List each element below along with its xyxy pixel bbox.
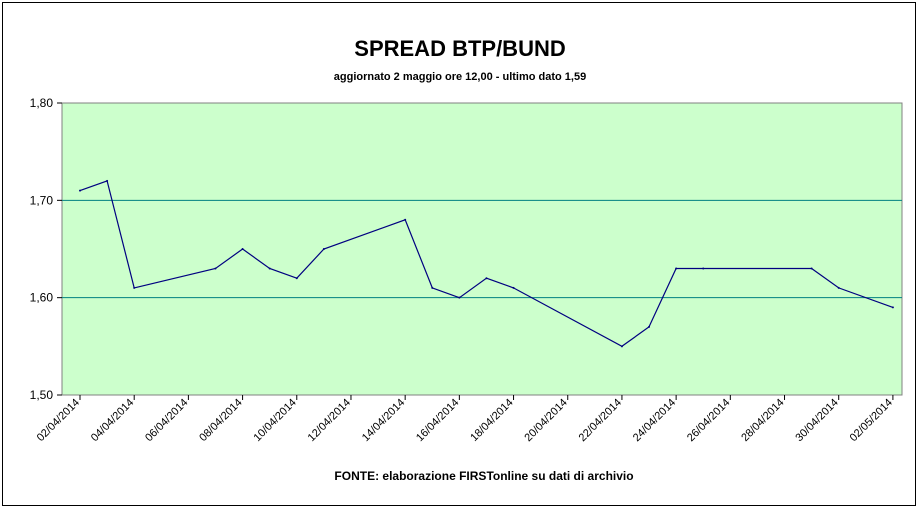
y-axis: 1,50 1,60 1,70 1,80 bbox=[30, 96, 62, 402]
data-point bbox=[458, 296, 461, 299]
x-tick-label: 22/04/2014 bbox=[577, 397, 624, 444]
series bbox=[79, 179, 894, 348]
x-tick-label: 04/04/2014 bbox=[89, 397, 136, 444]
data-point bbox=[268, 267, 271, 270]
x-tick-label: 20/04/2014 bbox=[522, 397, 569, 444]
x-tick-label: 18/04/2014 bbox=[468, 397, 515, 444]
x-tick-label: 12/04/2014 bbox=[306, 397, 353, 444]
data-point bbox=[837, 286, 840, 289]
series-line bbox=[79, 180, 894, 348]
data-point bbox=[79, 189, 81, 192]
x-tick-label: 16/04/2014 bbox=[414, 397, 461, 444]
y-tick-label: 1,80 bbox=[30, 96, 54, 110]
x-tick-label: 30/04/2014 bbox=[793, 397, 840, 444]
data-point bbox=[620, 345, 623, 348]
gridlines bbox=[62, 199, 902, 299]
x-tick-label: 14/04/2014 bbox=[360, 397, 407, 444]
data-point bbox=[404, 218, 407, 221]
data-point bbox=[106, 179, 109, 182]
x-tick-label: 10/04/2014 bbox=[251, 397, 298, 444]
data-point bbox=[891, 306, 894, 309]
x-tick-label: 24/04/2014 bbox=[631, 397, 678, 444]
data-point bbox=[431, 286, 434, 289]
data-point bbox=[241, 248, 244, 250]
data-point bbox=[322, 248, 325, 250]
chart-source: FONTE: elaborazione FIRSTonline su dati … bbox=[334, 469, 633, 483]
x-tick-label: 08/04/2014 bbox=[197, 397, 244, 444]
y-tick-label: 1,70 bbox=[30, 193, 54, 207]
x-tick-label: 02/05/2014 bbox=[848, 397, 895, 444]
y-tick-label: 1,60 bbox=[30, 291, 54, 305]
data-point bbox=[214, 267, 217, 270]
x-tick-label: 28/04/2014 bbox=[739, 397, 786, 444]
x-tick-label: 06/04/2014 bbox=[143, 397, 190, 444]
data-point bbox=[702, 267, 705, 270]
data-point bbox=[485, 277, 488, 280]
plot-area bbox=[61, 102, 903, 396]
y-tick-label: 1,50 bbox=[30, 388, 54, 402]
x-tick-label: 02/04/2014 bbox=[35, 397, 82, 444]
data-point bbox=[295, 277, 298, 280]
data-point bbox=[133, 286, 136, 289]
data-point bbox=[512, 286, 515, 289]
data-point bbox=[810, 267, 813, 270]
chart-subtitle: aggiornato 2 maggio ore 12,00 - ultimo d… bbox=[334, 71, 586, 83]
x-axis: 02/04/2014 04/04/2014 06/04/2014 08/04/2014… bbox=[35, 395, 895, 444]
data-point bbox=[648, 325, 651, 328]
data-point bbox=[675, 267, 678, 270]
chart-title: SPREAD BTP/BUND bbox=[354, 36, 565, 61]
x-tick-label: 26/04/2014 bbox=[685, 397, 732, 444]
